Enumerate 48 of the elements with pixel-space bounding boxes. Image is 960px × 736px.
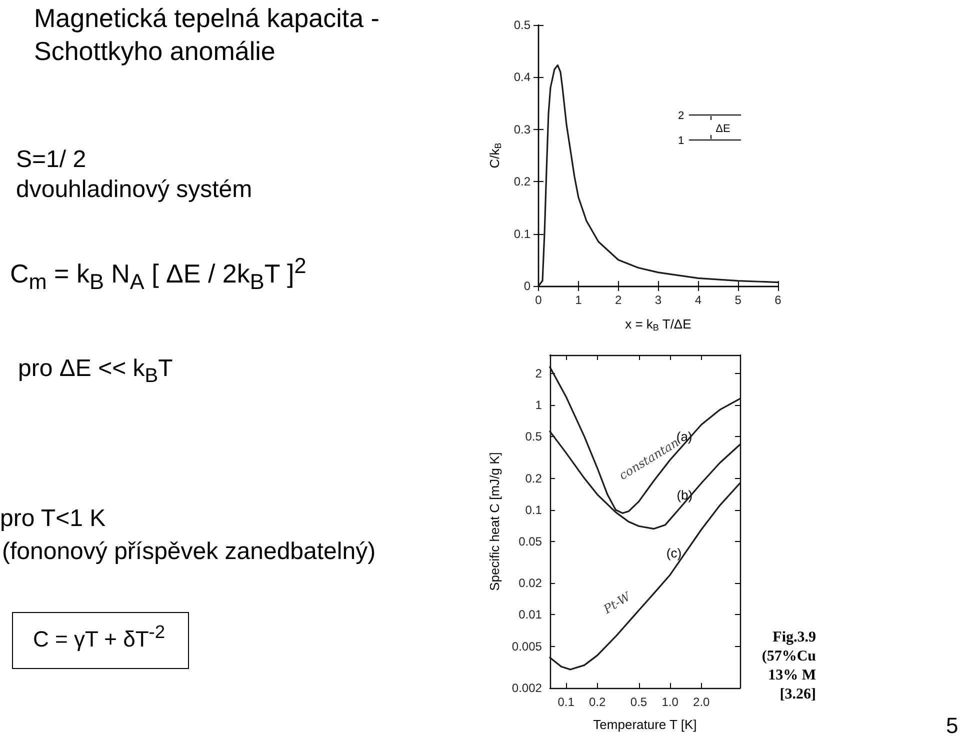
y-tick-label: 0.2	[525, 471, 542, 486]
y-tick-label: 0.01	[518, 608, 542, 622]
y-tick-label: 0.5	[525, 430, 542, 444]
x-tick-label: 6	[774, 293, 782, 307]
y-tick-label: 0	[524, 279, 531, 293]
x-tick-label: 0.1	[558, 695, 575, 709]
y-tick-label: 0.3	[514, 122, 531, 136]
text: 5	[946, 713, 958, 736]
y-axis-title: Specific heat C [mJ/g K]	[487, 452, 502, 591]
y-tick-label: 0.05	[518, 534, 542, 548]
y-tick-label: 0.1	[514, 226, 531, 241]
annotation: 1	[678, 135, 684, 147]
y-tick-label: 1	[535, 398, 542, 412]
y-axis-title: C/kB	[487, 142, 503, 168]
text: [3.26]	[780, 686, 816, 702]
text: C$_{m}$ = k$_{B}$ N$_{A}$ [ ΔE / 2k$_{B}$T ]$^{2}$	[10, 253, 306, 294]
caption: Fig.3.9	[772, 630, 816, 646]
x-tick-label: 2.0	[693, 695, 710, 709]
text: S=1/ 2	[16, 146, 86, 174]
text: Magnetická tepelná kapacita - Schottkyho anomálie	[34, 2, 380, 68]
y-tick-label: 0.4	[514, 70, 531, 84]
annotation: (b)	[676, 487, 693, 502]
x-tick-label: 3	[654, 293, 662, 307]
x-tick-label: 5	[734, 293, 742, 307]
y-tick-label: 0.2	[514, 174, 531, 189]
annotation: (c)	[666, 546, 682, 560]
text: C = γT + δT$^{-2}$	[12, 612, 189, 670]
text: 13% M	[768, 668, 816, 684]
text: pro T<1 K	[0, 505, 106, 533]
x-axis-title: Temperature T [K]	[593, 717, 697, 732]
y-tick-label: 0.002	[512, 681, 542, 695]
x-tick-label: 1.0	[662, 695, 679, 709]
x-tick-label: 1	[575, 293, 582, 307]
text: pro ΔE << k$_{B}$T	[18, 355, 173, 388]
text: dvouhladinový systém	[16, 176, 252, 204]
y-tick-label: 0.5	[514, 18, 531, 32]
y-tick-label: 2	[535, 366, 542, 380]
text: (fononový příspěvek zanedbatelný)	[2, 538, 376, 566]
annotation: ΔE	[716, 123, 730, 135]
x-tick-label: 0.5	[630, 695, 648, 709]
x-tick-label: 0.2	[589, 695, 606, 709]
y-tick-label: 0.005	[512, 639, 542, 654]
text: (57%Cu	[762, 648, 816, 664]
annotation: 2	[678, 110, 684, 122]
y-tick-label: 0.02	[518, 576, 542, 590]
x-tick-label: 4	[694, 293, 702, 307]
x-tick-label: 2	[614, 293, 622, 307]
y-tick-label: 0.1	[525, 502, 542, 517]
